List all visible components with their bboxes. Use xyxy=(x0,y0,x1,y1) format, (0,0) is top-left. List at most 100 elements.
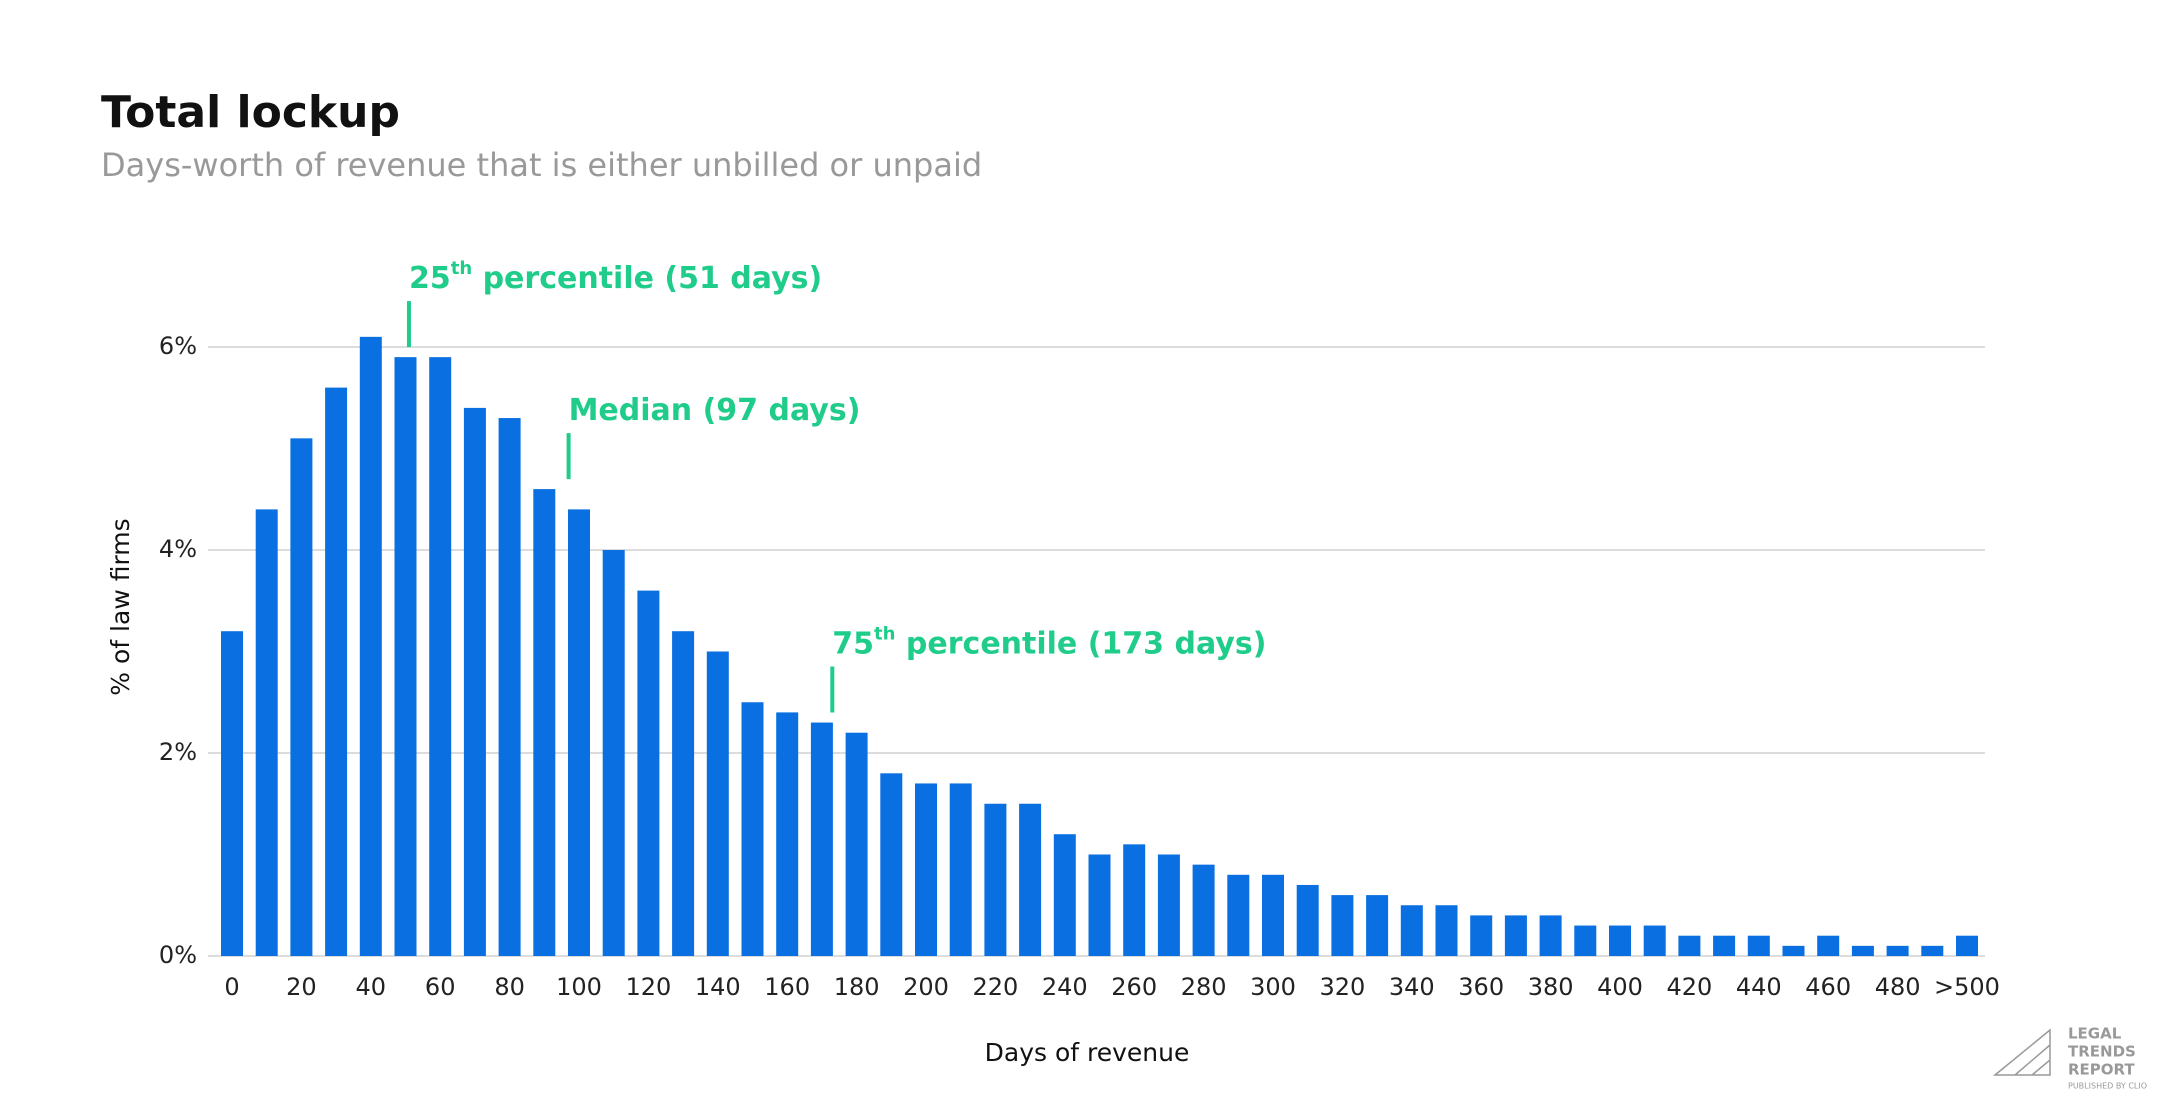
annotation-text: percentile (173 days) xyxy=(895,626,1266,661)
bar xyxy=(706,651,729,956)
annotation-text: th xyxy=(451,258,472,279)
bar xyxy=(1262,874,1284,956)
bar xyxy=(1851,945,1874,956)
bar xyxy=(1782,945,1805,956)
bar xyxy=(1817,935,1840,956)
x-tick-label: 20 xyxy=(286,973,317,1001)
annotation-text: 75 xyxy=(832,626,874,661)
logo-text: TRENDS xyxy=(2068,1043,2136,1061)
bar xyxy=(1921,945,1944,956)
bar xyxy=(672,631,695,956)
bar xyxy=(1470,915,1493,956)
bar xyxy=(1678,935,1701,956)
annotation-text: percentile (51 days) xyxy=(472,261,822,296)
bar xyxy=(1713,935,1736,956)
y-tick-label: 0% xyxy=(159,941,197,969)
bar xyxy=(463,407,486,956)
bar xyxy=(810,722,833,956)
annotation-text: th xyxy=(874,624,895,645)
y-tick-label: 4% xyxy=(159,535,197,563)
bar xyxy=(984,803,1007,956)
bar xyxy=(1747,935,1770,956)
x-tick-label: 280 xyxy=(1181,973,1227,1001)
x-tick-label: 40 xyxy=(356,973,387,1001)
bar xyxy=(325,387,348,957)
x-tick-label: 420 xyxy=(1666,973,1712,1001)
x-tick-label: 200 xyxy=(903,973,949,1001)
bar xyxy=(776,712,799,956)
bar xyxy=(1053,834,1076,956)
bar xyxy=(1956,935,1978,956)
bar xyxy=(1643,925,1666,956)
bar xyxy=(533,489,556,956)
logo-text: REPORT xyxy=(2068,1061,2135,1079)
bar xyxy=(1088,854,1111,956)
bar xyxy=(498,418,521,956)
x-tick-label: 120 xyxy=(625,973,671,1001)
bar xyxy=(359,336,382,957)
x-tick-label: 180 xyxy=(834,973,880,1001)
annotation: 25th percentile (51 days) xyxy=(409,258,822,296)
x-tick-label: 320 xyxy=(1319,973,1365,1001)
y-axis-title: % of law firms xyxy=(106,518,135,695)
logo-text: LEGAL xyxy=(2068,1025,2122,1043)
y-tick-label: 6% xyxy=(159,332,197,360)
bar xyxy=(1400,905,1423,956)
logo-tagline: PUBLISHED BY CLIO xyxy=(2068,1082,2147,1091)
x-tick-label: 460 xyxy=(1805,973,1851,1001)
bar xyxy=(845,732,868,956)
x-tick-label: 100 xyxy=(556,973,602,1001)
x-tick-label: 0 xyxy=(224,973,239,1001)
bar xyxy=(915,783,937,956)
bar xyxy=(394,357,417,956)
bar xyxy=(255,509,278,956)
chart-subtitle: Days-worth of revenue that is either unb… xyxy=(101,146,982,184)
x-tick-label: 480 xyxy=(1875,973,1921,1001)
x-tick-label: 240 xyxy=(1042,973,1088,1001)
bar xyxy=(1539,915,1562,956)
bar xyxy=(1192,864,1215,956)
bar xyxy=(1435,905,1458,956)
annotation: 75th percentile (173 days) xyxy=(832,624,1266,662)
bar xyxy=(1296,884,1319,956)
bar xyxy=(1331,895,1354,956)
y-tick-label: 2% xyxy=(159,738,197,766)
bar xyxy=(1366,895,1389,956)
bar xyxy=(568,509,590,956)
bar xyxy=(1157,854,1180,956)
x-axis-title: Days of revenue xyxy=(985,1038,1190,1067)
x-tick-label: 360 xyxy=(1458,973,1504,1001)
x-tick-label: 380 xyxy=(1528,973,1574,1001)
chart-title: Total lockup xyxy=(101,87,400,138)
bar xyxy=(429,357,452,956)
bar xyxy=(1019,803,1042,956)
bar xyxy=(1123,844,1146,956)
x-tick-label: 60 xyxy=(425,973,456,1001)
bar xyxy=(602,550,625,956)
x-tick-label: 300 xyxy=(1250,973,1296,1001)
bar xyxy=(290,438,313,957)
bar xyxy=(637,590,660,956)
x-tick-label: 440 xyxy=(1736,973,1782,1001)
bar xyxy=(221,631,243,956)
bar xyxy=(1504,915,1527,956)
x-tick-label: 340 xyxy=(1389,973,1435,1001)
x-tick-label: >500 xyxy=(1934,973,2000,1001)
annotation-text: 25 xyxy=(409,261,451,296)
x-tick-label: 220 xyxy=(972,973,1018,1001)
bar xyxy=(741,702,764,956)
annotation: Median (97 days) xyxy=(569,393,861,428)
bar xyxy=(1227,874,1250,956)
logo xyxy=(1992,1028,2051,1076)
bar xyxy=(880,773,903,956)
x-tick-label: 160 xyxy=(764,973,810,1001)
x-tick-label: 140 xyxy=(695,973,741,1001)
annotation-text: Median (97 days) xyxy=(569,393,861,428)
bar xyxy=(1574,925,1597,956)
x-tick-label: 260 xyxy=(1111,973,1157,1001)
bar xyxy=(949,783,972,956)
bar xyxy=(1886,945,1909,956)
x-tick-label: 400 xyxy=(1597,973,1643,1001)
x-tick-label: 80 xyxy=(494,973,525,1001)
